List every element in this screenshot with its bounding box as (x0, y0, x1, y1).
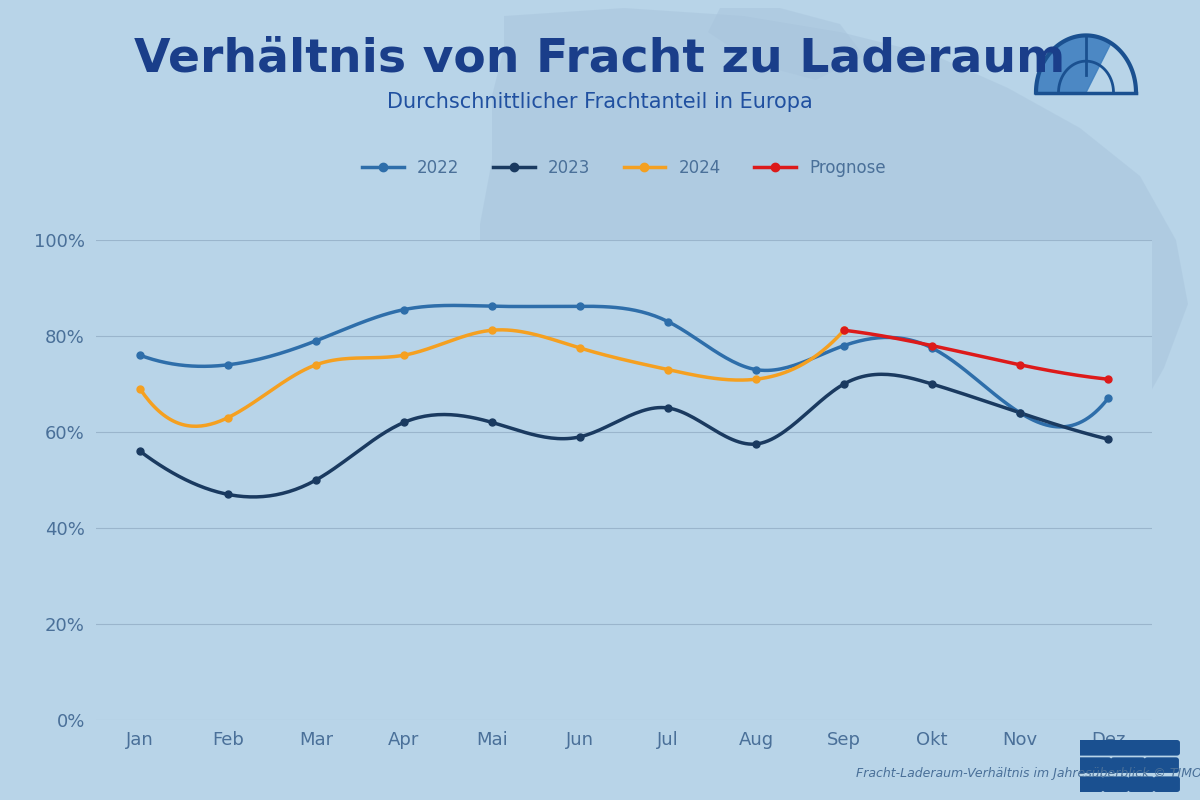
Text: Durchschnittlicher Frachtanteil in Europa: Durchschnittlicher Frachtanteil in Europ… (388, 92, 812, 112)
Polygon shape (1036, 35, 1111, 93)
FancyBboxPatch shape (1111, 758, 1145, 773)
FancyBboxPatch shape (1128, 776, 1154, 792)
FancyBboxPatch shape (1153, 776, 1180, 792)
Text: Fracht-Laderaum-Verhältnis im Jahresüberblick © TIMOCOM: Fracht-Laderaum-Verhältnis im Jahresüber… (857, 767, 1200, 780)
FancyBboxPatch shape (1076, 740, 1180, 755)
FancyBboxPatch shape (1076, 776, 1104, 792)
FancyBboxPatch shape (1103, 776, 1129, 792)
Text: Verhältnis von Fracht zu Laderaum: Verhältnis von Fracht zu Laderaum (134, 36, 1066, 81)
Legend: 2022, 2023, 2024, Prognose: 2022, 2023, 2024, Prognose (355, 152, 893, 184)
FancyBboxPatch shape (1076, 758, 1111, 773)
FancyBboxPatch shape (1145, 758, 1178, 773)
